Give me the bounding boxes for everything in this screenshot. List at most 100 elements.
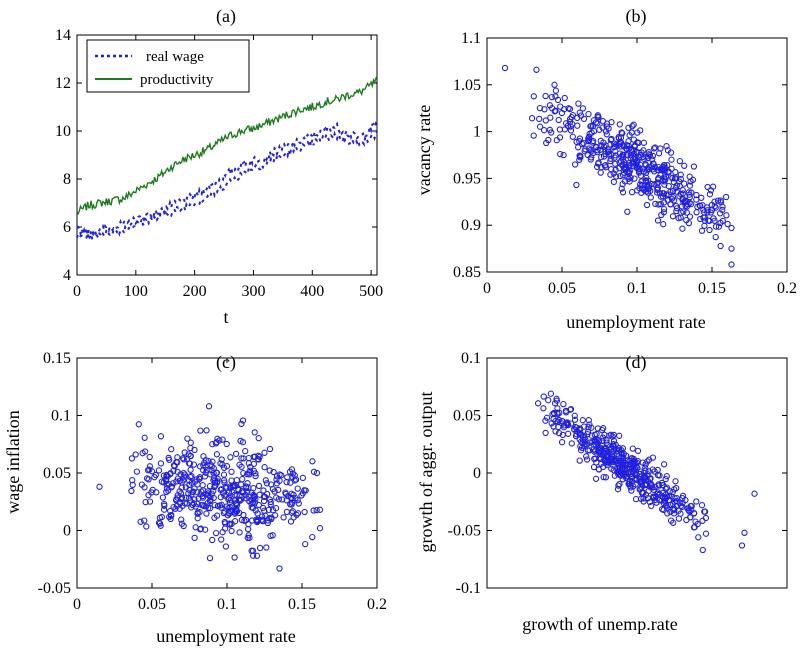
scatter-point xyxy=(712,223,720,230)
scatter-point xyxy=(232,450,240,458)
scatter-point xyxy=(569,133,576,140)
scatter-point xyxy=(160,472,168,479)
scatter-point xyxy=(548,129,555,136)
panel-d-scatter-chart: (d) -0.1 -0.05 0 0.05 0.1 growth of unemp.ra… xyxy=(416,350,788,634)
scatter-point xyxy=(619,180,626,188)
scatter-point xyxy=(654,189,661,196)
scatter-point xyxy=(597,169,604,176)
scatter-point xyxy=(291,472,298,479)
scatter-point xyxy=(645,478,652,485)
scatter-point xyxy=(190,461,198,468)
scatter-point xyxy=(233,508,241,515)
x-tick-label: 400 xyxy=(300,283,324,300)
productivity-series-line xyxy=(76,76,378,216)
scatter-point xyxy=(619,189,627,196)
scatter-point xyxy=(676,193,683,200)
scatter-point xyxy=(562,120,570,127)
scatter-point xyxy=(187,439,194,446)
scatter-point xyxy=(667,201,674,208)
scatter-point xyxy=(691,524,698,531)
scatter-point xyxy=(701,508,709,515)
scatter-point xyxy=(533,66,540,73)
y-tick-label: 6 xyxy=(63,219,71,236)
scatter-point xyxy=(728,261,735,268)
scatter-point xyxy=(702,514,710,522)
scatter-point xyxy=(600,473,607,481)
scatter-point xyxy=(599,118,607,125)
scatter-point xyxy=(249,552,257,559)
scatter-point xyxy=(608,444,615,451)
scatter-point xyxy=(658,211,665,219)
scatter-point xyxy=(239,439,247,446)
scatter-point xyxy=(693,498,700,505)
scatter-point xyxy=(683,209,690,216)
scatter-point xyxy=(225,496,232,503)
scatter-point xyxy=(284,474,291,481)
y-tick-label: 0 xyxy=(63,523,71,540)
scatter-point xyxy=(574,122,581,129)
scatter-point xyxy=(625,124,632,132)
scatter-point xyxy=(619,171,627,179)
scatter-point xyxy=(585,138,592,145)
scatter-point xyxy=(701,222,708,229)
scatter-point xyxy=(223,503,231,510)
scatter-point xyxy=(629,445,636,452)
scatter-point xyxy=(170,480,177,487)
scatter-point xyxy=(693,191,700,199)
scatter-point xyxy=(567,127,575,134)
scatter-point xyxy=(259,504,267,512)
scatter-point xyxy=(501,64,509,72)
scatter-point xyxy=(571,426,578,433)
scatter-point xyxy=(610,437,618,445)
scatter-point xyxy=(236,497,244,504)
scatter-point xyxy=(645,149,653,156)
y-tick-label: 0.05 xyxy=(453,408,481,425)
scatter-point xyxy=(143,523,150,530)
scatter-point xyxy=(239,476,246,483)
scatter-point xyxy=(178,479,185,486)
scatter-point xyxy=(686,193,693,201)
scatter-point xyxy=(645,468,653,475)
y-tick-label: 1.1 xyxy=(461,30,481,47)
scatter-point xyxy=(248,500,255,507)
scatter-point xyxy=(310,468,318,475)
scatter-point xyxy=(301,508,308,516)
x-tick-label: 0 xyxy=(483,280,491,297)
scatter-point xyxy=(547,390,555,397)
scatter-point xyxy=(632,469,639,476)
scatter-point xyxy=(610,431,617,439)
scatter-point xyxy=(671,175,679,182)
scatter-point xyxy=(660,199,668,206)
scatter-point xyxy=(557,103,564,110)
scatter-point xyxy=(568,114,575,121)
scatter-point xyxy=(146,498,154,505)
panel-b-scatter-chart: (b) 0 0.05 0.1 0.15 0.2 0.85 0.9 0.95 1 1.05 1.1 u… xyxy=(414,6,797,332)
scatter-point xyxy=(309,458,316,465)
scatter-point xyxy=(598,460,605,467)
scatter-point xyxy=(172,505,179,512)
scatter-point xyxy=(663,191,670,198)
x-tick-label: 0.2 xyxy=(367,596,387,613)
scatter-point xyxy=(641,186,648,194)
scatter-point xyxy=(184,435,191,442)
scatter-point xyxy=(548,93,555,101)
scatter-point xyxy=(129,477,136,484)
scatter-point xyxy=(728,224,735,232)
scatter-point xyxy=(602,453,609,460)
scatter-point xyxy=(620,143,628,150)
scatter-point xyxy=(193,476,200,483)
scatter-point xyxy=(634,139,641,146)
scatter-point xyxy=(675,215,682,222)
scatter-point xyxy=(287,479,294,486)
scatter-point xyxy=(564,421,572,429)
scatter-point xyxy=(191,485,198,492)
scatter-point xyxy=(222,483,229,490)
scatter-point xyxy=(210,487,217,495)
scatter-point xyxy=(711,203,718,210)
panel-a-plot-area: 0 100 200 300 400 500 4 6 8 10 12 14 xyxy=(55,27,383,300)
scatter-point xyxy=(540,393,547,400)
scatter-point xyxy=(194,515,201,522)
scatter-point xyxy=(671,495,678,502)
scatter-point xyxy=(278,472,285,479)
scatter-point xyxy=(630,459,637,467)
